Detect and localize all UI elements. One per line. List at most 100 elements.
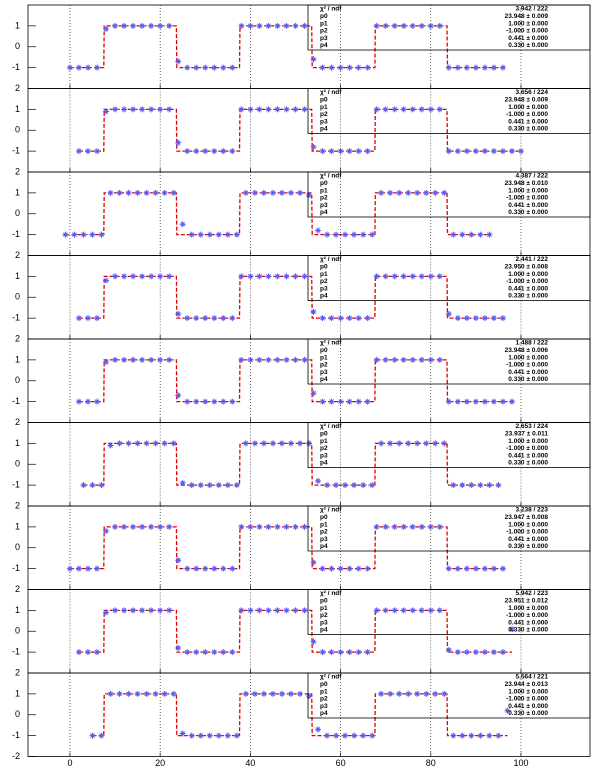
data-point xyxy=(193,565,200,572)
data-point xyxy=(499,148,506,155)
data-point xyxy=(468,231,475,238)
stats-label: p3 xyxy=(320,703,328,710)
data-point xyxy=(454,148,461,155)
data-point xyxy=(364,649,371,656)
data-point xyxy=(170,189,177,196)
panel: -1 0 1 2 χ² / ndf 2.441 / 222 p0 23.950 ± 0.008… xyxy=(12,250,591,340)
data-point xyxy=(355,148,362,155)
data-point xyxy=(369,482,376,489)
data-point xyxy=(364,565,371,572)
data-point xyxy=(148,273,155,280)
data-point xyxy=(441,690,448,697)
data-point xyxy=(477,231,484,238)
data-point xyxy=(75,148,82,155)
stats-label: p1 xyxy=(320,605,328,612)
data-point xyxy=(436,22,443,29)
stats-label: p3 xyxy=(320,369,328,376)
data-point xyxy=(211,565,218,572)
data-point xyxy=(486,482,493,489)
data-point xyxy=(391,106,398,113)
data-point xyxy=(396,189,403,196)
data-point xyxy=(112,106,119,113)
data-point xyxy=(139,22,146,29)
data-point xyxy=(265,106,272,113)
data-point xyxy=(463,315,470,322)
data-point xyxy=(215,732,222,739)
data-point xyxy=(387,690,394,697)
data-point xyxy=(206,732,213,739)
data-point xyxy=(508,398,515,405)
stats-value: 1.000 ± 0.000 xyxy=(508,438,548,445)
data-point xyxy=(224,482,231,489)
data-point xyxy=(405,189,412,196)
data-point xyxy=(157,22,164,29)
data-point xyxy=(103,26,110,33)
data-point xyxy=(166,356,173,363)
data-point xyxy=(454,64,461,71)
data-point xyxy=(337,64,344,71)
stats-value: 0.441 ± 0.000 xyxy=(508,285,548,292)
data-point xyxy=(436,356,443,363)
data-point xyxy=(112,607,119,614)
stats-label: p1 xyxy=(320,104,328,111)
data-point xyxy=(62,231,69,238)
y-tick-label: 0 xyxy=(15,125,20,135)
data-point xyxy=(490,315,497,322)
data-point xyxy=(499,64,506,71)
data-point xyxy=(229,148,236,155)
data-point xyxy=(315,227,322,234)
data-point xyxy=(296,189,303,196)
data-point xyxy=(409,106,416,113)
data-point xyxy=(125,690,132,697)
data-point xyxy=(292,607,299,614)
stats-label: χ² / ndf xyxy=(320,423,342,430)
stats-value: 23.944 ± 0.013 xyxy=(505,681,549,688)
stats-label: p4 xyxy=(320,376,328,383)
data-point xyxy=(166,607,173,614)
stats-value: 3.942 / 222 xyxy=(515,6,548,13)
y-tick-label: 0 xyxy=(15,709,20,719)
data-point xyxy=(274,523,281,530)
data-point xyxy=(450,482,457,489)
data-point xyxy=(414,690,421,697)
data-point xyxy=(202,64,209,71)
stats-label: p2 xyxy=(320,696,328,703)
y-tick-label: 0 xyxy=(15,459,20,469)
data-point xyxy=(238,607,245,614)
data-point xyxy=(121,22,128,29)
data-point xyxy=(283,273,290,280)
data-point xyxy=(409,22,416,29)
stats-value: 1.000 ± 0.000 xyxy=(508,688,548,695)
stats-label: p2 xyxy=(320,278,328,285)
y-tick-label: 1 xyxy=(15,354,20,364)
data-point xyxy=(274,607,281,614)
data-point xyxy=(139,106,146,113)
data-point xyxy=(139,356,146,363)
data-point xyxy=(269,189,276,196)
data-point xyxy=(278,440,285,447)
stats-label: p3 xyxy=(320,452,328,459)
data-point xyxy=(121,273,128,280)
data-point xyxy=(310,638,317,645)
data-point xyxy=(355,398,362,405)
data-point xyxy=(152,189,159,196)
data-point xyxy=(130,22,137,29)
data-point xyxy=(251,440,258,447)
data-point xyxy=(220,64,227,71)
data-point xyxy=(260,440,267,447)
data-point xyxy=(84,398,91,405)
data-point xyxy=(454,565,461,572)
data-point xyxy=(364,315,371,322)
y-tick-label: -1 xyxy=(12,730,20,740)
y-tick-label: -1 xyxy=(12,647,20,657)
x-tick-label: 20 xyxy=(155,758,165,768)
y-tick-label: 2 xyxy=(15,500,20,510)
data-point xyxy=(490,148,497,155)
data-point xyxy=(495,482,502,489)
data-point xyxy=(373,273,380,280)
data-point xyxy=(319,398,326,405)
data-point xyxy=(193,649,200,656)
y-tick-label: 1 xyxy=(15,20,20,30)
data-point xyxy=(423,189,430,196)
data-point xyxy=(490,649,497,656)
